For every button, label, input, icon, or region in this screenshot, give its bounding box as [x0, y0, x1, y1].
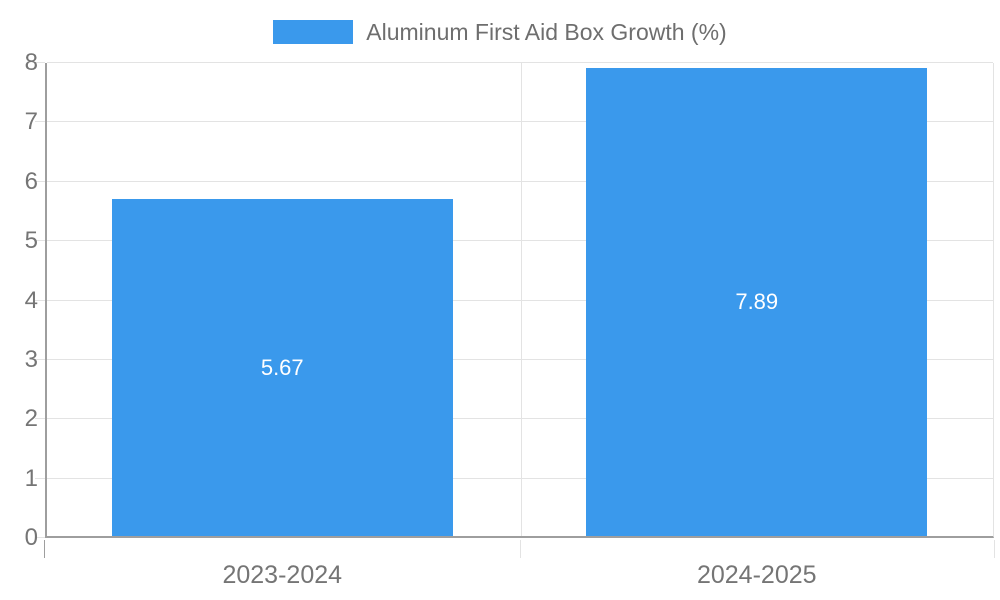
y-tick-mark	[35, 240, 45, 242]
y-axis-label-4: 4	[24, 286, 38, 314]
y-tick-mark	[35, 358, 45, 360]
x-axis-label-2023-2024: 2023-2024	[222, 561, 343, 589]
y-axis-label-0: 0	[24, 524, 38, 551]
y-tick-mark	[35, 418, 45, 420]
y-tick-mark	[35, 180, 45, 182]
gridline-y-7	[47, 121, 993, 123]
y-axis-label-3: 3	[24, 345, 38, 373]
gridline-y-2	[47, 418, 993, 420]
legend-label: Aluminum First Aid Box Growth (%)	[366, 19, 727, 45]
gridline-y-5	[47, 240, 993, 242]
gridline-y-3	[47, 358, 993, 360]
legend[interactable]: Aluminum First Aid Box Growth (%)	[0, 20, 1000, 44]
x-tick-mark	[519, 540, 521, 558]
bar-value-label: 5.67	[260, 354, 304, 380]
gridline-y-6	[47, 180, 993, 182]
gridline-y-8	[47, 62, 993, 63]
legend-swatch	[273, 20, 354, 44]
bar-2024-2025[interactable]: 7.89	[586, 67, 928, 536]
y-axis-label-5: 5	[24, 227, 38, 255]
y-tick-mark	[35, 537, 45, 538]
y-axis-label-7: 7	[24, 108, 38, 136]
gridline-y-1	[47, 477, 993, 479]
gridline-x-divider	[521, 63, 522, 536]
y-tick-mark	[35, 121, 45, 123]
y-axis-label-8: 8	[24, 49, 38, 76]
y-axis-label-1: 1	[24, 464, 38, 492]
y-tick-mark	[35, 477, 45, 479]
y-axis-label-6: 6	[24, 167, 38, 195]
plot-area: 5.67 7.89	[45, 62, 994, 538]
bar-value-label: 7.89	[735, 288, 779, 314]
x-axis-label-2024-2025: 2024-2025	[696, 561, 817, 589]
y-tick-mark	[35, 62, 45, 63]
x-tick-mark	[994, 540, 995, 558]
bar-2023-2024[interactable]: 5.67	[111, 199, 453, 536]
gridline-y-4	[47, 299, 993, 301]
y-tick-mark	[35, 299, 45, 301]
y-axis-label-2: 2	[24, 405, 38, 433]
x-tick-mark	[44, 540, 45, 558]
